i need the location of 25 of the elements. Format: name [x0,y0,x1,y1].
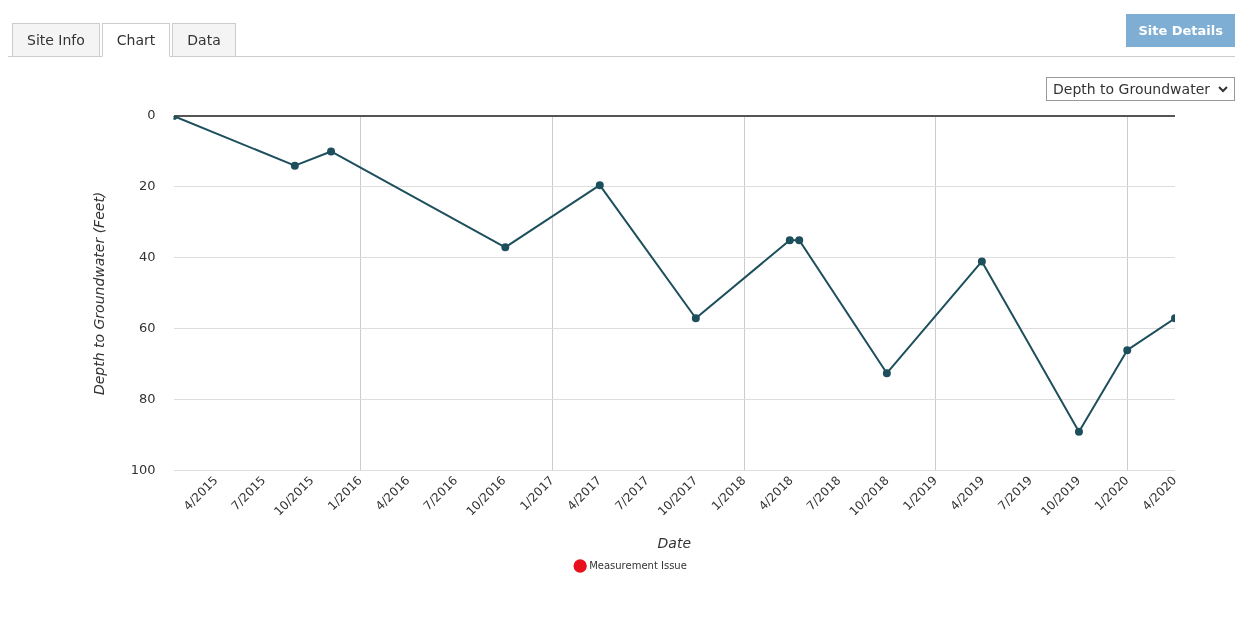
legend-label: Measurement Issue [589,559,687,571]
y-tick-label: 0 [147,107,156,123]
point [785,236,794,245]
text: Data [172,23,236,57]
y-tick-label: 80 [139,391,156,407]
y-axis-title: Depth to Groundwater (Feet) [91,191,108,396]
point [882,369,891,378]
point [1123,346,1132,355]
point [1074,427,1083,436]
point [691,314,700,323]
y-tick-label: 20 [139,178,156,194]
point [977,257,986,266]
point [327,147,336,156]
x-axis-title: Date [657,535,692,552]
point [795,236,804,245]
point [290,161,299,170]
y-tick-label: 40 [139,249,156,265]
y-tick-label: 60 [139,320,156,336]
text: Depth to Groundwater [1053,81,1210,97]
text: Site Info [12,23,100,57]
text: Site Details [1126,14,1235,47]
text: Chart [101,23,171,57]
point [595,181,604,190]
point [501,243,510,252]
y-tick-label: 100 [130,462,156,478]
